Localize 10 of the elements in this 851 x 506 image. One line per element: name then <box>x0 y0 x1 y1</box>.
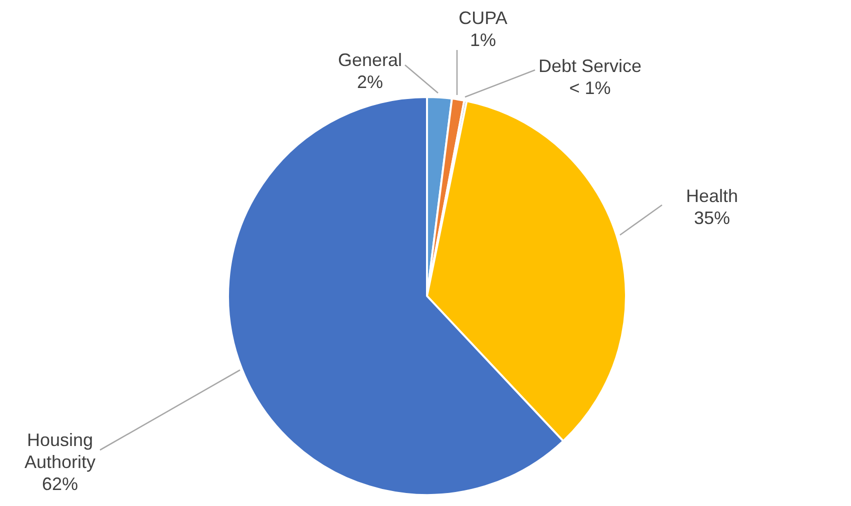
data-label: 62% <box>42 474 78 494</box>
data-label: < 1% <box>569 78 611 98</box>
slice-label: Health <box>686 186 738 206</box>
slice-label: Debt Service <box>538 56 642 76</box>
slice-label: General <box>338 50 402 70</box>
slice-label: CUPA <box>458 8 508 28</box>
data-label: 2% <box>356 72 384 92</box>
data-label: 35% <box>694 208 730 228</box>
slice-label: Housing Authority <box>24 430 96 472</box>
data-label: 1% <box>470 30 496 50</box>
